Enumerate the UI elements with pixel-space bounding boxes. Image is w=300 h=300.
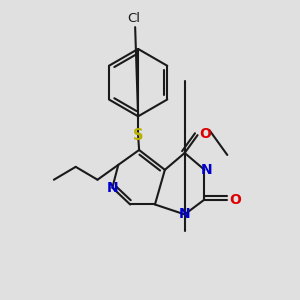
Text: O: O (229, 193, 241, 206)
Text: N: N (179, 207, 190, 221)
Text: N: N (106, 181, 118, 195)
Text: N: N (201, 163, 212, 177)
Text: Cl: Cl (128, 12, 141, 25)
Text: O: O (200, 127, 211, 141)
Text: S: S (133, 128, 143, 142)
